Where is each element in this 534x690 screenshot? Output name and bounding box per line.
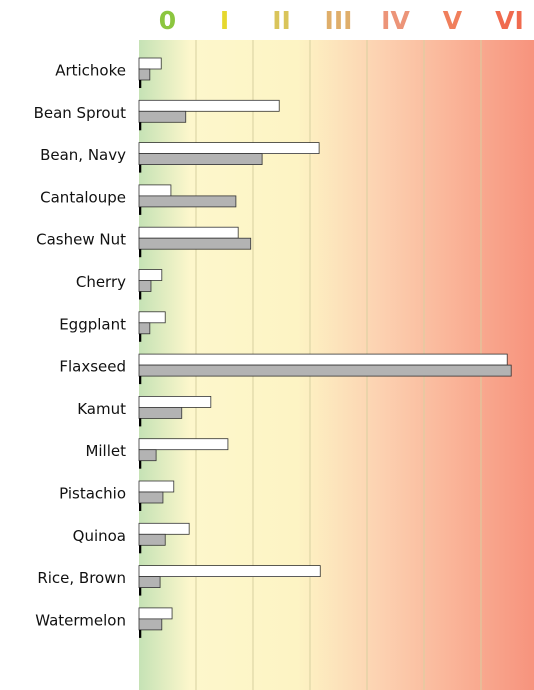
bar	[138, 237, 252, 250]
bar	[139, 164, 142, 173]
bar	[138, 99, 280, 112]
class-label: 0	[159, 6, 176, 35]
bar	[138, 269, 163, 281]
bar	[139, 80, 142, 88]
bar	[138, 618, 163, 631]
bar	[139, 249, 142, 258]
category-label: Millet	[85, 442, 126, 460]
bar	[138, 322, 151, 335]
bar	[138, 522, 190, 535]
bar	[138, 280, 152, 292]
bar	[139, 418, 142, 427]
category-label: Flaxseed	[59, 358, 126, 376]
class-label: III	[325, 6, 353, 35]
bar	[139, 460, 142, 469]
bar	[138, 533, 166, 546]
bar	[138, 406, 183, 419]
bar	[138, 438, 229, 451]
class-label: VI	[495, 6, 524, 35]
bar	[138, 353, 508, 366]
class-label: V	[443, 6, 463, 35]
bar	[139, 587, 142, 596]
bar	[139, 206, 142, 215]
bar	[138, 480, 175, 493]
bar	[138, 311, 166, 324]
class-label: IV	[381, 6, 410, 35]
bar	[139, 376, 142, 385]
bar	[138, 68, 151, 81]
class-label: I	[220, 6, 229, 35]
bar	[138, 364, 512, 377]
bar	[139, 503, 142, 511]
bar	[139, 629, 142, 638]
bar	[138, 565, 321, 577]
bar	[138, 110, 187, 123]
bar	[138, 395, 212, 408]
category-label: Cantaloupe	[40, 188, 126, 206]
bar	[138, 449, 157, 462]
category-label: Cashew Nut	[36, 231, 126, 249]
category-label: Eggplant	[59, 315, 126, 333]
bar	[138, 226, 239, 239]
category-label: Cherry	[76, 273, 126, 291]
bar	[138, 184, 172, 197]
class-label: II	[272, 6, 291, 35]
bar	[138, 576, 161, 588]
category-label: Quinoa	[73, 527, 126, 545]
bar	[138, 142, 320, 155]
bar	[138, 607, 173, 620]
bar	[138, 195, 237, 208]
bar	[139, 545, 142, 554]
bar	[138, 491, 164, 504]
category-label: Rice, Brown	[37, 569, 126, 587]
category-label: Watermelon	[35, 611, 126, 629]
category-label: Artichoke	[55, 62, 126, 80]
bar	[139, 333, 142, 342]
bar	[138, 57, 162, 70]
bar	[139, 291, 142, 300]
category-label: Kamut	[77, 400, 126, 418]
bar	[138, 153, 263, 166]
category-label: Bean Sprout	[34, 104, 127, 122]
category-label: Pistachio	[59, 485, 126, 503]
category-label: Bean, Navy	[40, 146, 126, 164]
bar	[139, 122, 142, 131]
